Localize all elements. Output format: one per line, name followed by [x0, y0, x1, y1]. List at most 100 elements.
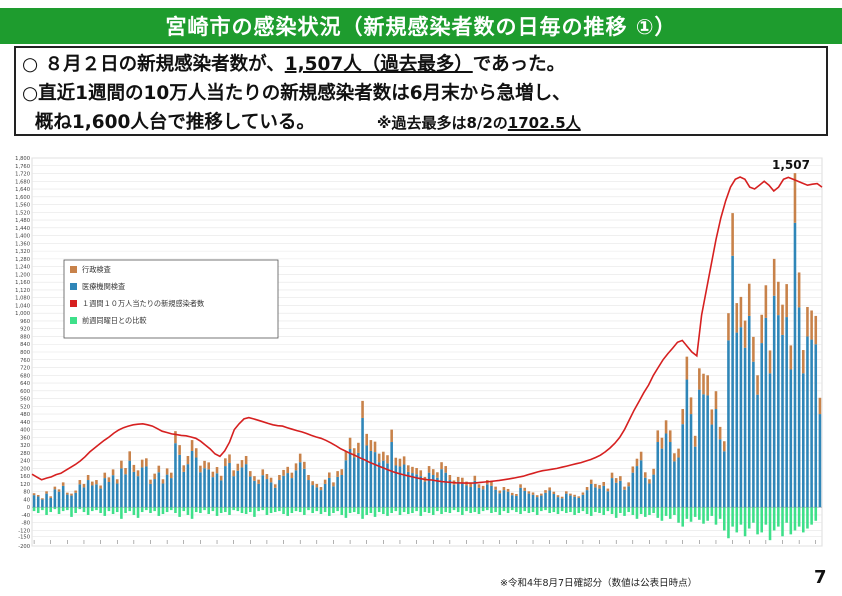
compare-bar [124, 507, 127, 514]
compare-bar [481, 507, 485, 512]
iryo-bar [352, 457, 356, 508]
gyosei-bar [456, 476, 460, 482]
compare-bar [436, 507, 439, 512]
iryo-bar [303, 468, 306, 508]
chart-area: -200 -150 -120 -80 -40 0 40 80 120 160 200 240 280 32… [0, 148, 842, 578]
y-tick-label: 480 [20, 412, 30, 418]
compare-bar [673, 507, 676, 515]
gyosei-bar [82, 483, 86, 488]
iryo-bar [398, 466, 402, 508]
gyosei-bar [685, 356, 689, 380]
y-tick-label: 1,480 [15, 218, 30, 224]
gyosei-bar [61, 482, 65, 486]
gyosei-bar [269, 477, 273, 483]
y-tick-label: 720 [20, 366, 30, 372]
compare-bar [140, 507, 144, 513]
gyosei-bar [207, 462, 210, 470]
iryo-bar [486, 484, 489, 508]
gyosei-bar [818, 397, 822, 415]
iryo-bar [182, 471, 186, 508]
iryo-bar [452, 484, 456, 508]
iryo-bar [394, 465, 398, 508]
compare-bar [149, 507, 152, 514]
compare-bar [61, 507, 65, 512]
summary-line-1-value: 1,507人（過去最多） [284, 54, 473, 75]
legend-swatch [70, 300, 77, 307]
y-tick-label: 240 [20, 459, 30, 465]
iryo-bar [681, 424, 684, 508]
iryo-bar [781, 334, 784, 508]
compare-bar [685, 507, 689, 519]
gyosei-bar [32, 493, 36, 496]
gyosei-bar [294, 463, 298, 471]
iryo-bar [41, 499, 44, 508]
compare-bar [194, 507, 198, 513]
gyosei-bar [573, 494, 576, 497]
iryo-bar [311, 485, 314, 508]
iryo-bar [361, 417, 364, 508]
gyosei-bar [236, 463, 240, 471]
iryo-bar [714, 409, 718, 508]
compare-bar [273, 507, 277, 513]
iryo-bar [614, 482, 618, 508]
y-tick-label: 1,320 [15, 249, 30, 255]
compare-bar [365, 507, 368, 515]
iryo-bar [523, 490, 526, 508]
iryo-bar [244, 464, 248, 508]
gyosei-bar [211, 471, 215, 478]
compare-bar [544, 507, 547, 511]
compare-bar [203, 507, 206, 511]
gyosei-bar [348, 437, 352, 449]
compare-bar [473, 507, 477, 513]
compare-bar [82, 507, 86, 513]
gyosei-bar [344, 451, 348, 461]
peak-annotation: 1,507 [772, 158, 810, 172]
legend-label: 前週同曜日との比較 [82, 316, 147, 325]
iryo-bar [298, 462, 302, 508]
iryo-bar [95, 484, 98, 508]
gyosei-bar [278, 474, 281, 481]
iryo-bar [82, 487, 86, 508]
gyosei-bar [427, 466, 431, 473]
compare-bar [311, 507, 314, 514]
gyosei-bar [444, 466, 447, 473]
compare-bar [161, 507, 165, 514]
iryo-bar [132, 471, 136, 508]
gyosei-bar [215, 467, 219, 474]
iryo-bar [465, 485, 468, 508]
iryo-bar [619, 480, 622, 508]
compare-bar [627, 507, 630, 513]
gyosei-bar [718, 426, 722, 440]
iryo-bar [224, 466, 227, 508]
iryo-bar [506, 491, 510, 508]
compare-bar [768, 507, 772, 541]
gyosei-bar [540, 493, 543, 496]
iryo-bar [623, 489, 626, 508]
gyosei-bar [490, 481, 493, 486]
iryo-bar [402, 464, 406, 508]
compare-bar [319, 507, 323, 514]
gyosei-bar [477, 484, 481, 488]
gyosei-bar [45, 491, 48, 494]
iryo-bar [656, 442, 660, 508]
gyosei-bar [510, 492, 514, 496]
iryo-bar [560, 498, 564, 508]
gyosei-bar [689, 397, 693, 415]
gyosei-bar [781, 304, 784, 335]
gyosei-bar [336, 471, 339, 477]
gyosei-bar [41, 498, 44, 500]
iryo-bar [111, 475, 115, 508]
y-tick-label: 440 [20, 420, 30, 426]
compare-bar [36, 507, 40, 514]
gyosei-bar [170, 472, 173, 479]
gyosei-bar [527, 491, 531, 494]
gyosei-bar [352, 448, 356, 458]
iryo-bar [473, 480, 477, 508]
compare-bar [352, 507, 356, 513]
compare-bar [785, 507, 788, 523]
iryo-bar [336, 476, 339, 508]
y-tick-label: 1,720 [15, 172, 30, 178]
y-tick-label: 1,120 [15, 288, 30, 294]
iryo-bar [365, 445, 368, 508]
compare-bar [793, 507, 797, 531]
